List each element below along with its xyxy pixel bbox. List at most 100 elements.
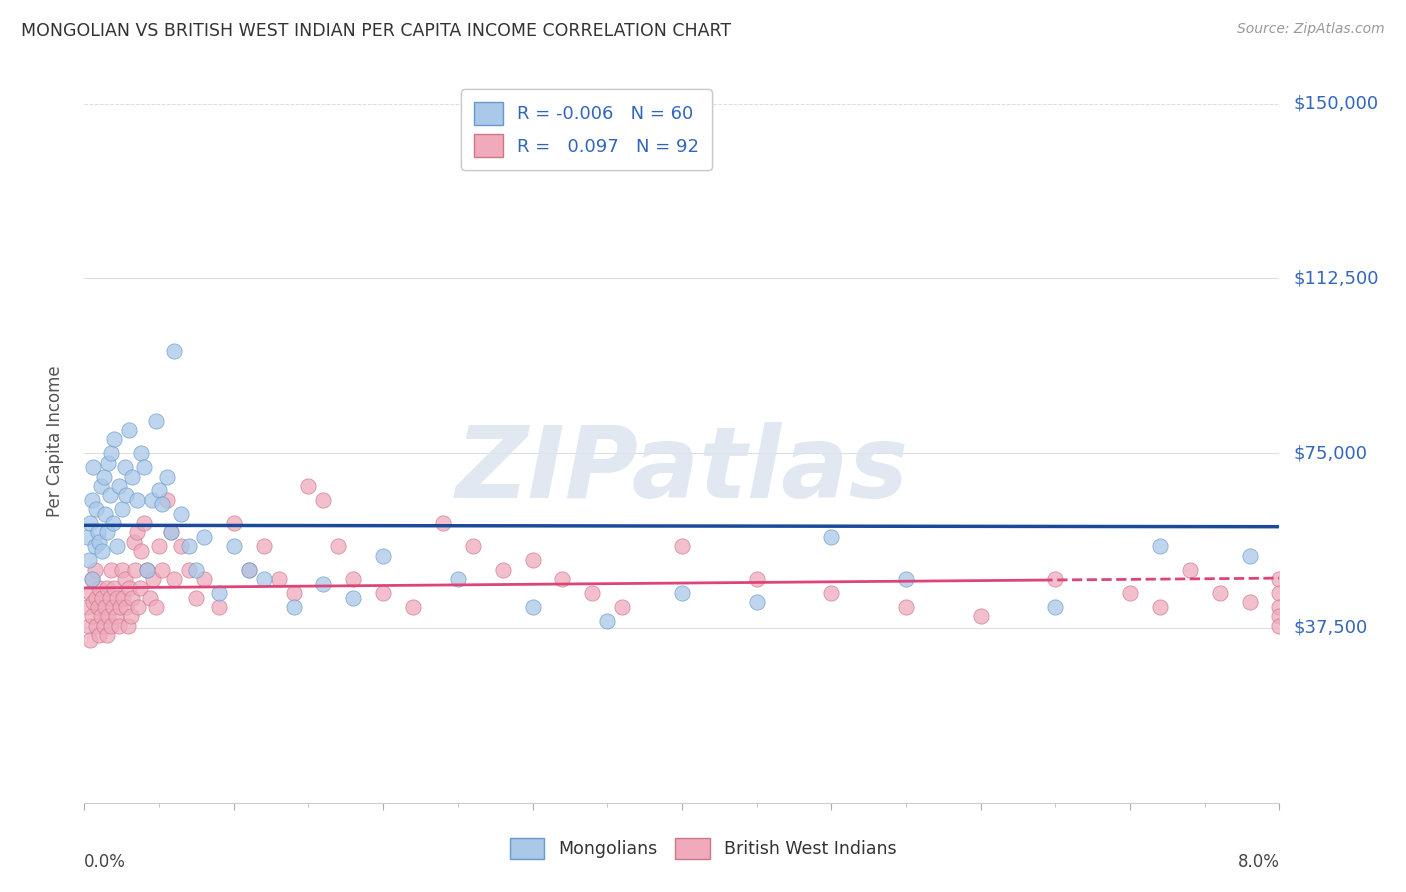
Point xyxy=(1268,572,1291,586)
Text: 0.0%: 0.0% xyxy=(84,854,127,871)
Text: ZIPatlas: ZIPatlas xyxy=(456,422,908,519)
Point xyxy=(238,563,260,577)
Point xyxy=(103,432,125,446)
Point xyxy=(267,572,290,586)
Point xyxy=(76,530,98,544)
Point xyxy=(612,600,634,615)
Point xyxy=(1268,600,1291,615)
Point xyxy=(461,540,484,554)
Point xyxy=(80,609,103,624)
Point xyxy=(155,492,177,507)
Point xyxy=(120,609,142,624)
Point xyxy=(581,586,603,600)
Point xyxy=(342,572,364,586)
Point xyxy=(94,507,117,521)
Point xyxy=(522,553,544,567)
Point xyxy=(208,586,231,600)
Point xyxy=(86,618,108,632)
Point xyxy=(970,609,993,624)
Point xyxy=(114,572,136,586)
Point xyxy=(104,609,127,624)
Point xyxy=(373,549,395,563)
Point xyxy=(90,479,112,493)
Point xyxy=(82,460,104,475)
Point xyxy=(342,591,364,605)
Point xyxy=(91,591,114,605)
Point xyxy=(894,572,917,586)
Point xyxy=(90,609,112,624)
Point xyxy=(77,553,100,567)
Point xyxy=(155,469,177,483)
Point xyxy=(160,525,183,540)
Point xyxy=(98,488,121,502)
Y-axis label: Per Capita Income: Per Capita Income xyxy=(45,366,63,517)
Point xyxy=(253,572,276,586)
Point xyxy=(132,460,156,475)
Point xyxy=(551,572,574,586)
Point xyxy=(312,492,335,507)
Point xyxy=(83,563,105,577)
Point xyxy=(79,516,101,530)
Point xyxy=(596,614,619,628)
Point xyxy=(118,582,141,596)
Point xyxy=(145,413,167,427)
Point xyxy=(136,563,159,577)
Point xyxy=(93,618,115,632)
Point xyxy=(105,591,128,605)
Point xyxy=(107,479,129,493)
Point xyxy=(139,591,162,605)
Point xyxy=(186,591,208,605)
Point xyxy=(98,591,121,605)
Legend: Mongolians, British West Indians: Mongolians, British West Indians xyxy=(503,831,903,865)
Point xyxy=(447,572,470,586)
Point xyxy=(89,582,111,596)
Text: 8.0%: 8.0% xyxy=(1237,854,1279,871)
Point xyxy=(103,582,125,596)
Point xyxy=(745,572,768,586)
Point xyxy=(170,540,193,554)
Point xyxy=(112,591,135,605)
Point xyxy=(121,469,143,483)
Point xyxy=(238,563,260,577)
Point xyxy=(745,595,768,609)
Point xyxy=(117,618,139,632)
Point xyxy=(141,492,163,507)
Point xyxy=(105,540,128,554)
Point xyxy=(177,563,200,577)
Text: $75,000: $75,000 xyxy=(1294,444,1368,462)
Point xyxy=(222,540,245,554)
Point xyxy=(100,446,122,460)
Text: $150,000: $150,000 xyxy=(1294,95,1379,112)
Point xyxy=(79,586,101,600)
Point xyxy=(170,507,193,521)
Point xyxy=(89,628,111,642)
Point xyxy=(96,628,118,642)
Point xyxy=(80,492,103,507)
Point xyxy=(87,600,110,615)
Point xyxy=(111,502,134,516)
Point xyxy=(121,591,143,605)
Text: $112,500: $112,500 xyxy=(1294,269,1379,287)
Point xyxy=(101,600,124,615)
Point xyxy=(136,563,159,577)
Point xyxy=(163,343,186,358)
Point xyxy=(83,540,105,554)
Point xyxy=(1239,595,1261,609)
Point xyxy=(283,600,305,615)
Point xyxy=(79,632,101,647)
Point xyxy=(1178,563,1201,577)
Point xyxy=(671,540,693,554)
Point xyxy=(1209,586,1232,600)
Point xyxy=(148,483,170,498)
Point xyxy=(193,572,215,586)
Point xyxy=(253,540,276,554)
Point xyxy=(107,618,129,632)
Point xyxy=(80,572,103,586)
Point xyxy=(492,563,515,577)
Point xyxy=(1045,572,1067,586)
Point xyxy=(402,600,425,615)
Point xyxy=(208,600,231,615)
Point xyxy=(222,516,245,530)
Point xyxy=(186,563,208,577)
Point xyxy=(1268,618,1291,632)
